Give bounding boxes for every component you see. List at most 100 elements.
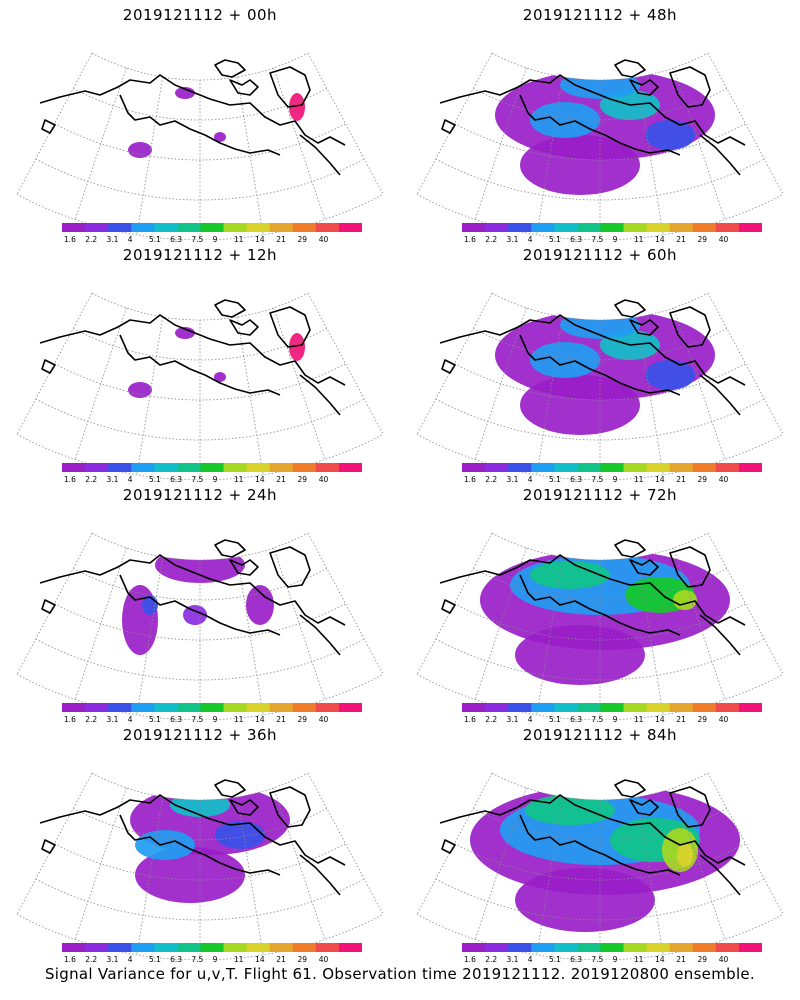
colorbar-tick-label: 6.3	[170, 715, 182, 723]
coastline	[439, 554, 746, 626]
colorbar-swatch	[292, 223, 317, 232]
colorbar-swatch	[485, 703, 509, 712]
colorbar-tick-label: 9	[213, 235, 218, 243]
colorbar-swatch	[177, 703, 201, 712]
forecast-map	[416, 532, 784, 720]
meridian-line	[673, 547, 726, 700]
colorbar-swatch	[738, 703, 762, 712]
coastline	[39, 554, 346, 626]
colorbar-tick-label: 9	[213, 955, 218, 963]
meridian-line	[307, 292, 384, 435]
colorbar-swatch	[85, 223, 109, 232]
variance-region	[128, 382, 152, 398]
colorbar-tick-label: 3.1	[506, 955, 518, 963]
colorbar-tick-label: 5.1	[149, 475, 161, 483]
colorbar-swatch	[246, 943, 271, 952]
colorbar-swatch	[315, 223, 340, 232]
colorbar-swatch	[246, 463, 271, 472]
variance-region	[520, 375, 640, 435]
latitude-line	[416, 193, 784, 240]
latitude-line	[16, 193, 384, 240]
meridian-line	[273, 67, 326, 220]
map-panel: 2019121112 + 84h 1.6 2.2 3.1 4 5.1 6.3 7.5 9 11 14…	[400, 720, 800, 963]
colorbar-swatch	[577, 463, 601, 472]
colorbar-swatch	[315, 703, 340, 712]
colorbar-tick-label: 11	[234, 475, 244, 483]
colorbar-swatch	[531, 703, 555, 712]
variance-region	[530, 102, 600, 138]
latitude-line	[454, 603, 746, 641]
colorbar-tick-label: 29	[298, 475, 308, 483]
map-panel: 2019121112 + 36h 1.6 2.2 3.1 4 5.1 6.3 7.5 9 11 14…	[0, 720, 400, 963]
colorbar-tick-label: 29	[698, 955, 708, 963]
colorbar-swatch	[646, 463, 671, 472]
coastline	[669, 66, 711, 108]
meridian-line	[673, 307, 726, 460]
latitude-line	[54, 603, 346, 641]
latitude-line	[416, 433, 784, 480]
colorbar-swatch	[292, 463, 317, 472]
variance-region	[215, 821, 265, 849]
colorbar-swatch	[338, 463, 362, 472]
panel-title: 2019121112 + 36h	[122, 726, 278, 744]
colorbar: 1.6 2.2 3.1 4 5.1 6.3 7.5 9 11 14 21 29 40	[462, 943, 762, 963]
meridian-line	[536, 316, 564, 475]
map-panel: 2019121112 + 72h 1.6 2.2 3.1 4 5.1 6.3 7.5 9 11 14…	[400, 480, 800, 723]
forecast-map	[16, 292, 384, 480]
colorbar-swatch	[508, 703, 532, 712]
colorbar-tick-label: 7.5	[191, 235, 203, 243]
colorbar-swatch	[692, 223, 717, 232]
colorbar-tick-label: 40	[719, 475, 729, 483]
colorbar-tick-label: 14	[255, 475, 265, 483]
variance-region	[175, 327, 195, 339]
meridian-line	[74, 547, 127, 700]
colorbar-swatch	[223, 943, 248, 952]
latitude-line	[473, 808, 727, 841]
meridian-line	[636, 76, 664, 235]
latitude-line	[54, 843, 346, 881]
colorbar-swatch	[292, 703, 317, 712]
colorbar-swatch	[600, 463, 625, 472]
meridian-line	[474, 787, 527, 940]
colorbar-tick-label: 3.1	[106, 715, 118, 723]
latitude-line	[73, 328, 327, 361]
colorbar-swatch	[108, 703, 132, 712]
colorbar-tick-label: 21	[276, 235, 286, 243]
colorbar-swatch	[554, 223, 578, 232]
colorbar-tick-label: 5.1	[149, 955, 161, 963]
colorbar-tick-label: 21	[276, 475, 286, 483]
coastline	[214, 539, 246, 558]
colorbar-tick-label: 29	[698, 235, 708, 243]
colorbar-tick-label: 14	[655, 235, 665, 243]
panel-title: 2019121112 + 48h	[522, 6, 678, 24]
colorbar-swatch	[600, 223, 625, 232]
latitude-line	[35, 158, 365, 201]
colorbar-tick-label: 2.2	[485, 715, 497, 723]
colorbar-swatch	[85, 943, 109, 952]
colorbar-swatch	[177, 463, 201, 472]
coastline	[629, 79, 659, 96]
colorbar-swatch	[623, 463, 648, 472]
colorbar-tick-label: 4	[528, 715, 533, 723]
colorbar-tick-label: 1.6	[464, 475, 476, 483]
colorbar-tick-label: 40	[319, 475, 329, 483]
coastline	[299, 854, 341, 896]
colorbar-swatch	[315, 463, 340, 472]
colorbar-swatch	[508, 463, 532, 472]
colorbar-tick-label: 1.6	[464, 715, 476, 723]
colorbar-tick-label: 1.6	[464, 235, 476, 243]
figure-caption: Signal Variance for u,v,T. Flight 61. Ob…	[44, 965, 756, 983]
forecast-map	[16, 772, 384, 960]
forecast-map	[16, 532, 384, 720]
colorbar-tick-label: 5.1	[549, 955, 561, 963]
colorbar-tick-label: 21	[676, 715, 686, 723]
colorbar-swatch	[292, 943, 317, 952]
colorbar-tick-label: 40	[319, 235, 329, 243]
colorbar-tick-label: 4	[128, 235, 133, 243]
colorbar-swatch	[85, 703, 109, 712]
variance-region	[520, 135, 640, 195]
variance-region	[175, 87, 195, 99]
coastline	[269, 306, 311, 348]
coastline	[299, 134, 341, 176]
colorbar-tick-label: 9	[613, 715, 618, 723]
